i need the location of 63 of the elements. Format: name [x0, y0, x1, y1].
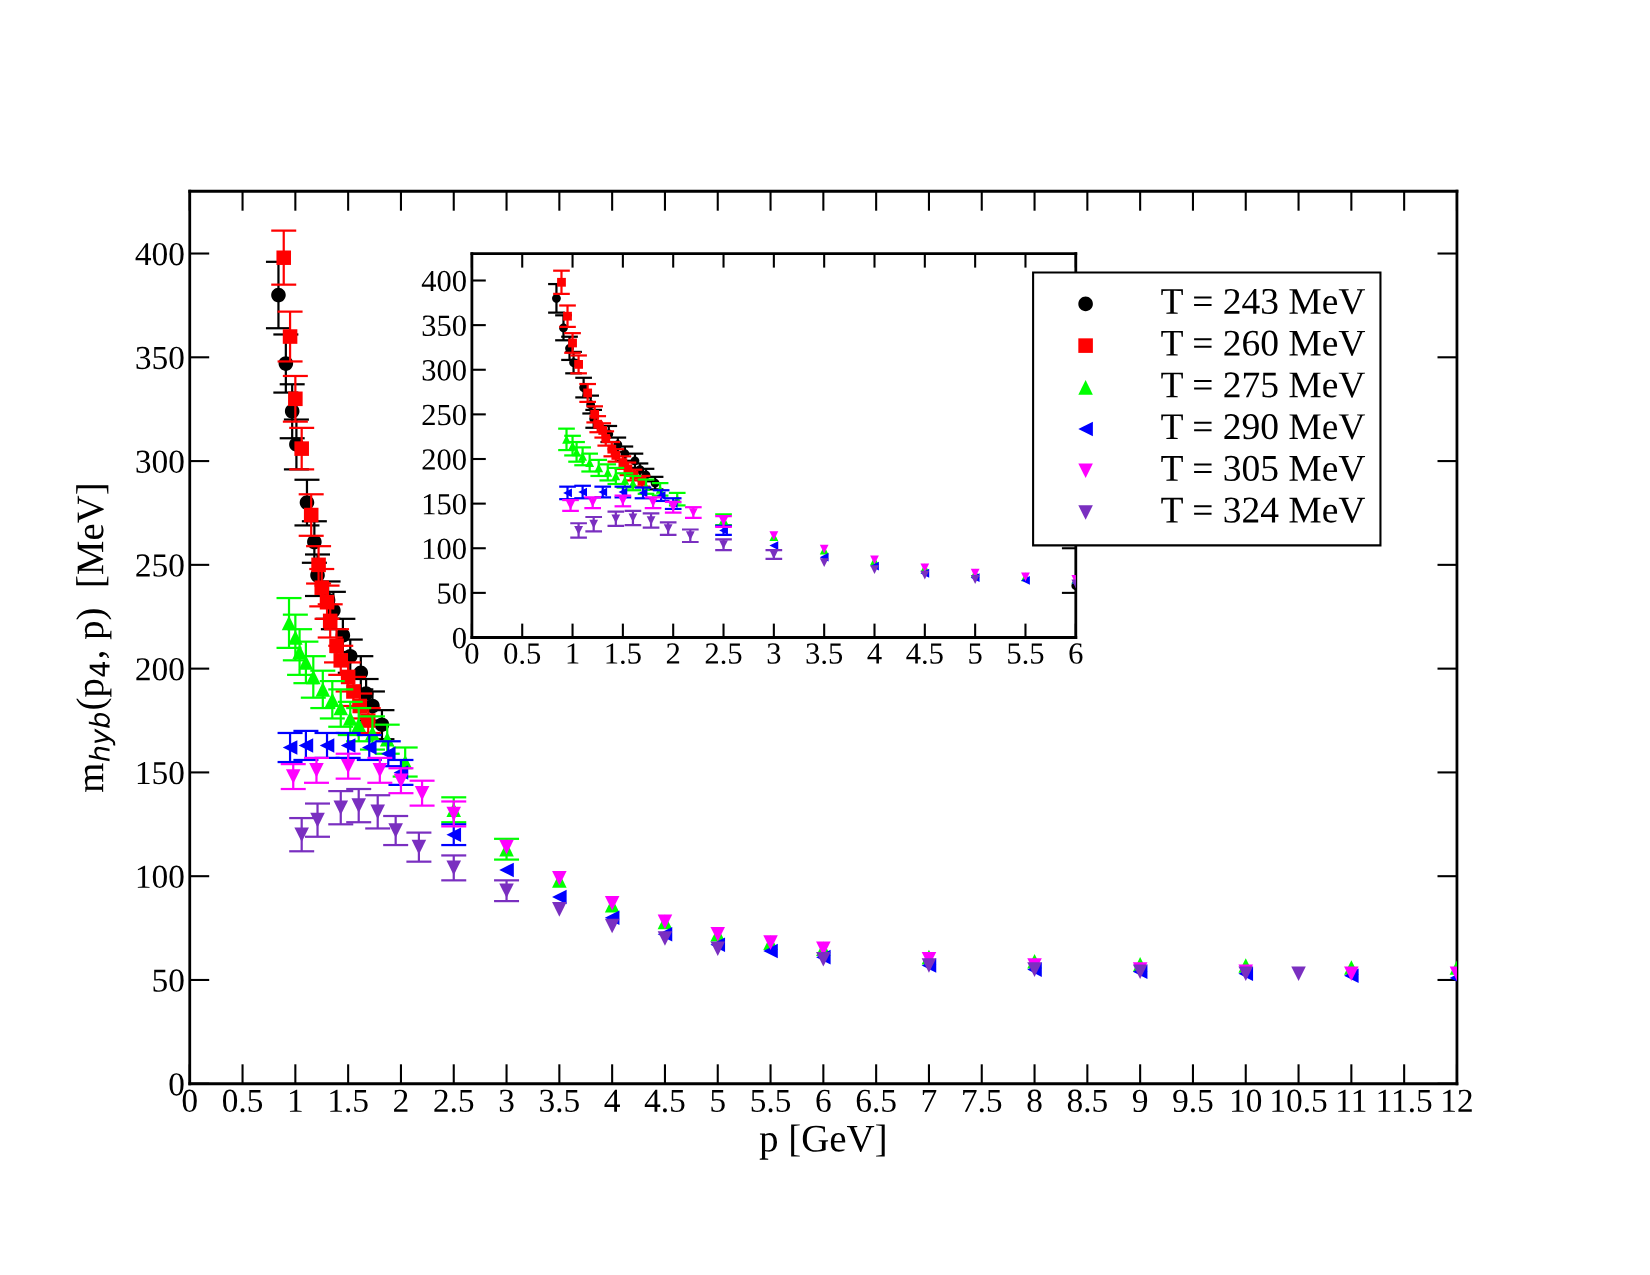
x-tick-label: 3	[767, 643, 781, 664]
x-tick-label: 10	[1232, 1089, 1262, 1113]
x-tick-label: 6	[816, 1089, 831, 1113]
x-tick-label: 12	[1443, 1089, 1472, 1112]
x-tick-label: 10.5	[1272, 1089, 1327, 1113]
x-tick-label: 5	[969, 643, 982, 664]
x-tick-label: 6.5	[856, 1089, 896, 1113]
legend-label: T = 324 MeV	[1161, 497, 1366, 523]
x-tick-label: 3.5	[540, 1089, 579, 1113]
x-tick-label: 3.5	[806, 643, 843, 664]
x-tick-label: 2	[394, 1089, 408, 1112]
x-tick-label: 9.5	[1173, 1089, 1213, 1113]
y-tick-label: 400	[135, 242, 184, 266]
x-tick-label: 8.5	[1067, 1089, 1107, 1113]
y-tick-label: 350	[136, 346, 184, 370]
legend-label: T = 305 MeV	[1161, 455, 1366, 482]
y-tick-label: 100	[137, 865, 184, 889]
x-tick-label: 5	[711, 1089, 725, 1113]
y-tick-label: 200	[422, 449, 466, 470]
x-tick-label: 4	[604, 1089, 620, 1112]
x-tick-label: 6	[1069, 643, 1083, 664]
y-tick-label: 200	[136, 658, 184, 681]
y-tick-label: 300	[422, 360, 466, 381]
x-tick-label: 2	[666, 643, 680, 664]
y-tick-label: 50	[153, 969, 184, 992]
y-tick-label: 100	[423, 538, 466, 560]
x-tick-label: 4	[867, 643, 882, 664]
legend-label: T = 260 MeV	[1161, 330, 1366, 357]
y-tick-label: 150	[423, 493, 466, 515]
x-axis-title: p [GeV]	[759, 1124, 885, 1160]
y-tick-label: 150	[137, 761, 184, 785]
y-tick-label: 250	[136, 554, 184, 577]
y-tick-label: 300	[136, 450, 184, 473]
x-tick-label: 1.5	[330, 1089, 368, 1113]
x-tick-label: 11.5	[1378, 1089, 1432, 1113]
x-tick-label: 0.5	[504, 643, 541, 664]
y-tick-label: 0	[452, 627, 466, 649]
x-tick-label: 4.5	[644, 1089, 685, 1113]
y-tick-label: 0	[169, 1073, 184, 1096]
x-tick-label: 1.5	[606, 643, 641, 664]
x-tick-label: 7	[922, 1089, 937, 1112]
x-tick-label: 1	[567, 643, 579, 664]
x-tick-label: 3	[499, 1089, 514, 1113]
x-tick-label: 11	[1338, 1089, 1366, 1112]
legend-label: T = 243 MeV	[1161, 288, 1366, 315]
x-tick-label: 5.5	[1008, 643, 1044, 664]
y-tick-label: 350	[422, 315, 466, 337]
y-axis-title: m$_{hyb}$(p$_{4}$, p) [MeV]	[76, 485, 116, 793]
x-tick-label: 5.5	[751, 1089, 791, 1113]
x-tick-label: 0.5	[222, 1089, 263, 1113]
y-tick-label: 400	[421, 270, 466, 292]
x-tick-label: 4.5	[906, 643, 943, 664]
x-tick-label: 1	[289, 1089, 302, 1112]
x-tick-label: 9	[1132, 1089, 1148, 1113]
y-tick-label: 250	[422, 404, 466, 426]
y-tick-label: 50	[438, 583, 466, 604]
x-tick-label: 2.5	[434, 1089, 474, 1113]
x-tick-label: 0	[465, 643, 479, 664]
x-tick-label: 8	[1027, 1089, 1042, 1113]
legend-label: T = 275 MeV	[1161, 372, 1366, 398]
x-tick-label: 7.5	[963, 1089, 1002, 1113]
x-tick-label: 2.5	[705, 643, 742, 664]
legend-label: T = 290 MeV	[1161, 414, 1366, 440]
